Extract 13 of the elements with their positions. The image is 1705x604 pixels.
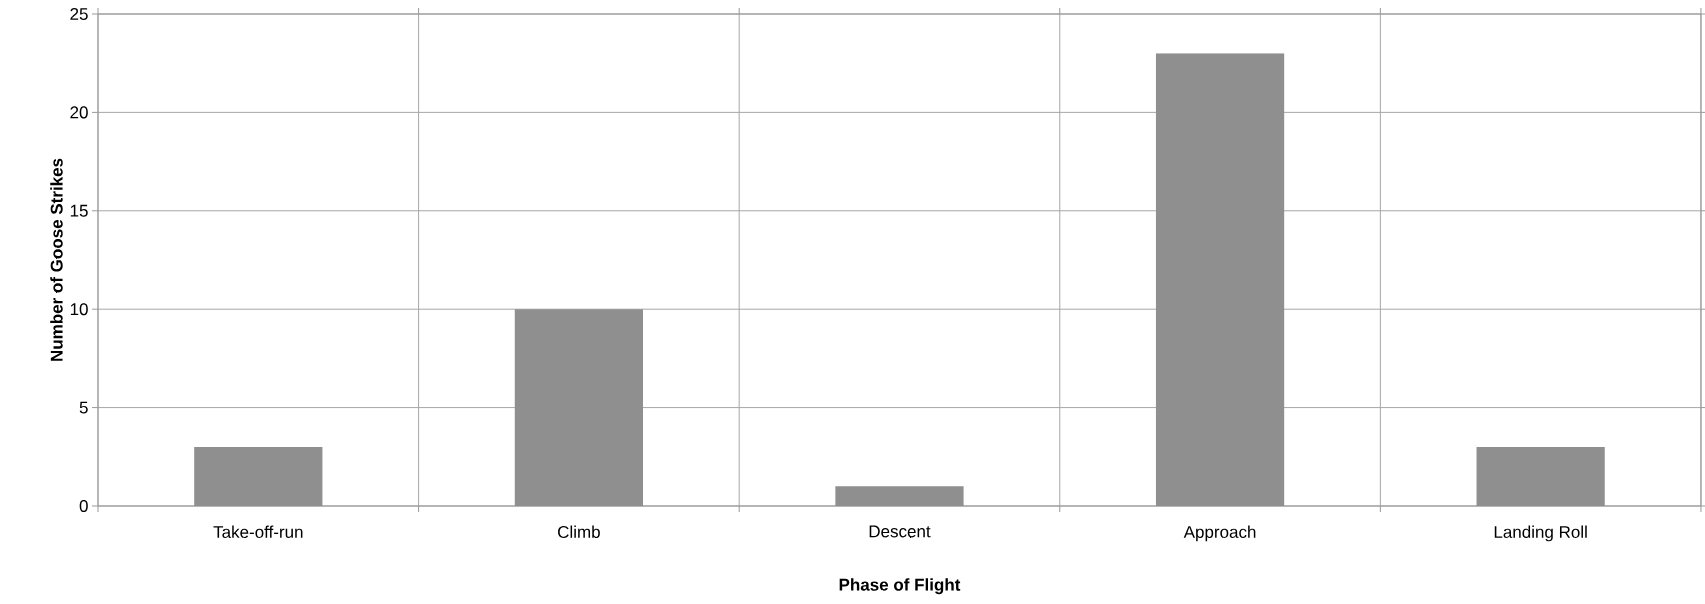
x-tick-label: Approach <box>1183 525 1256 542</box>
y-tick-label: 15 <box>70 204 88 217</box>
x-tick-label: Descent <box>869 525 931 538</box>
y-tick-label: 10 <box>70 303 88 316</box>
y-axis-title: Number of Goose Strikes <box>50 158 63 361</box>
y-tick-label: 20 <box>70 106 88 119</box>
x-tick-label: Landing Roll <box>1494 525 1587 542</box>
y-tick-label: 0 <box>79 499 88 513</box>
x-axis-title: Phase of Flight <box>839 578 961 595</box>
x-tick-label: Climb <box>558 525 600 539</box>
y-tick-label: 5 <box>79 401 88 414</box>
y-tick-label: 25 <box>70 7 88 21</box>
x-tick-label: Take-off-run <box>213 525 303 539</box>
